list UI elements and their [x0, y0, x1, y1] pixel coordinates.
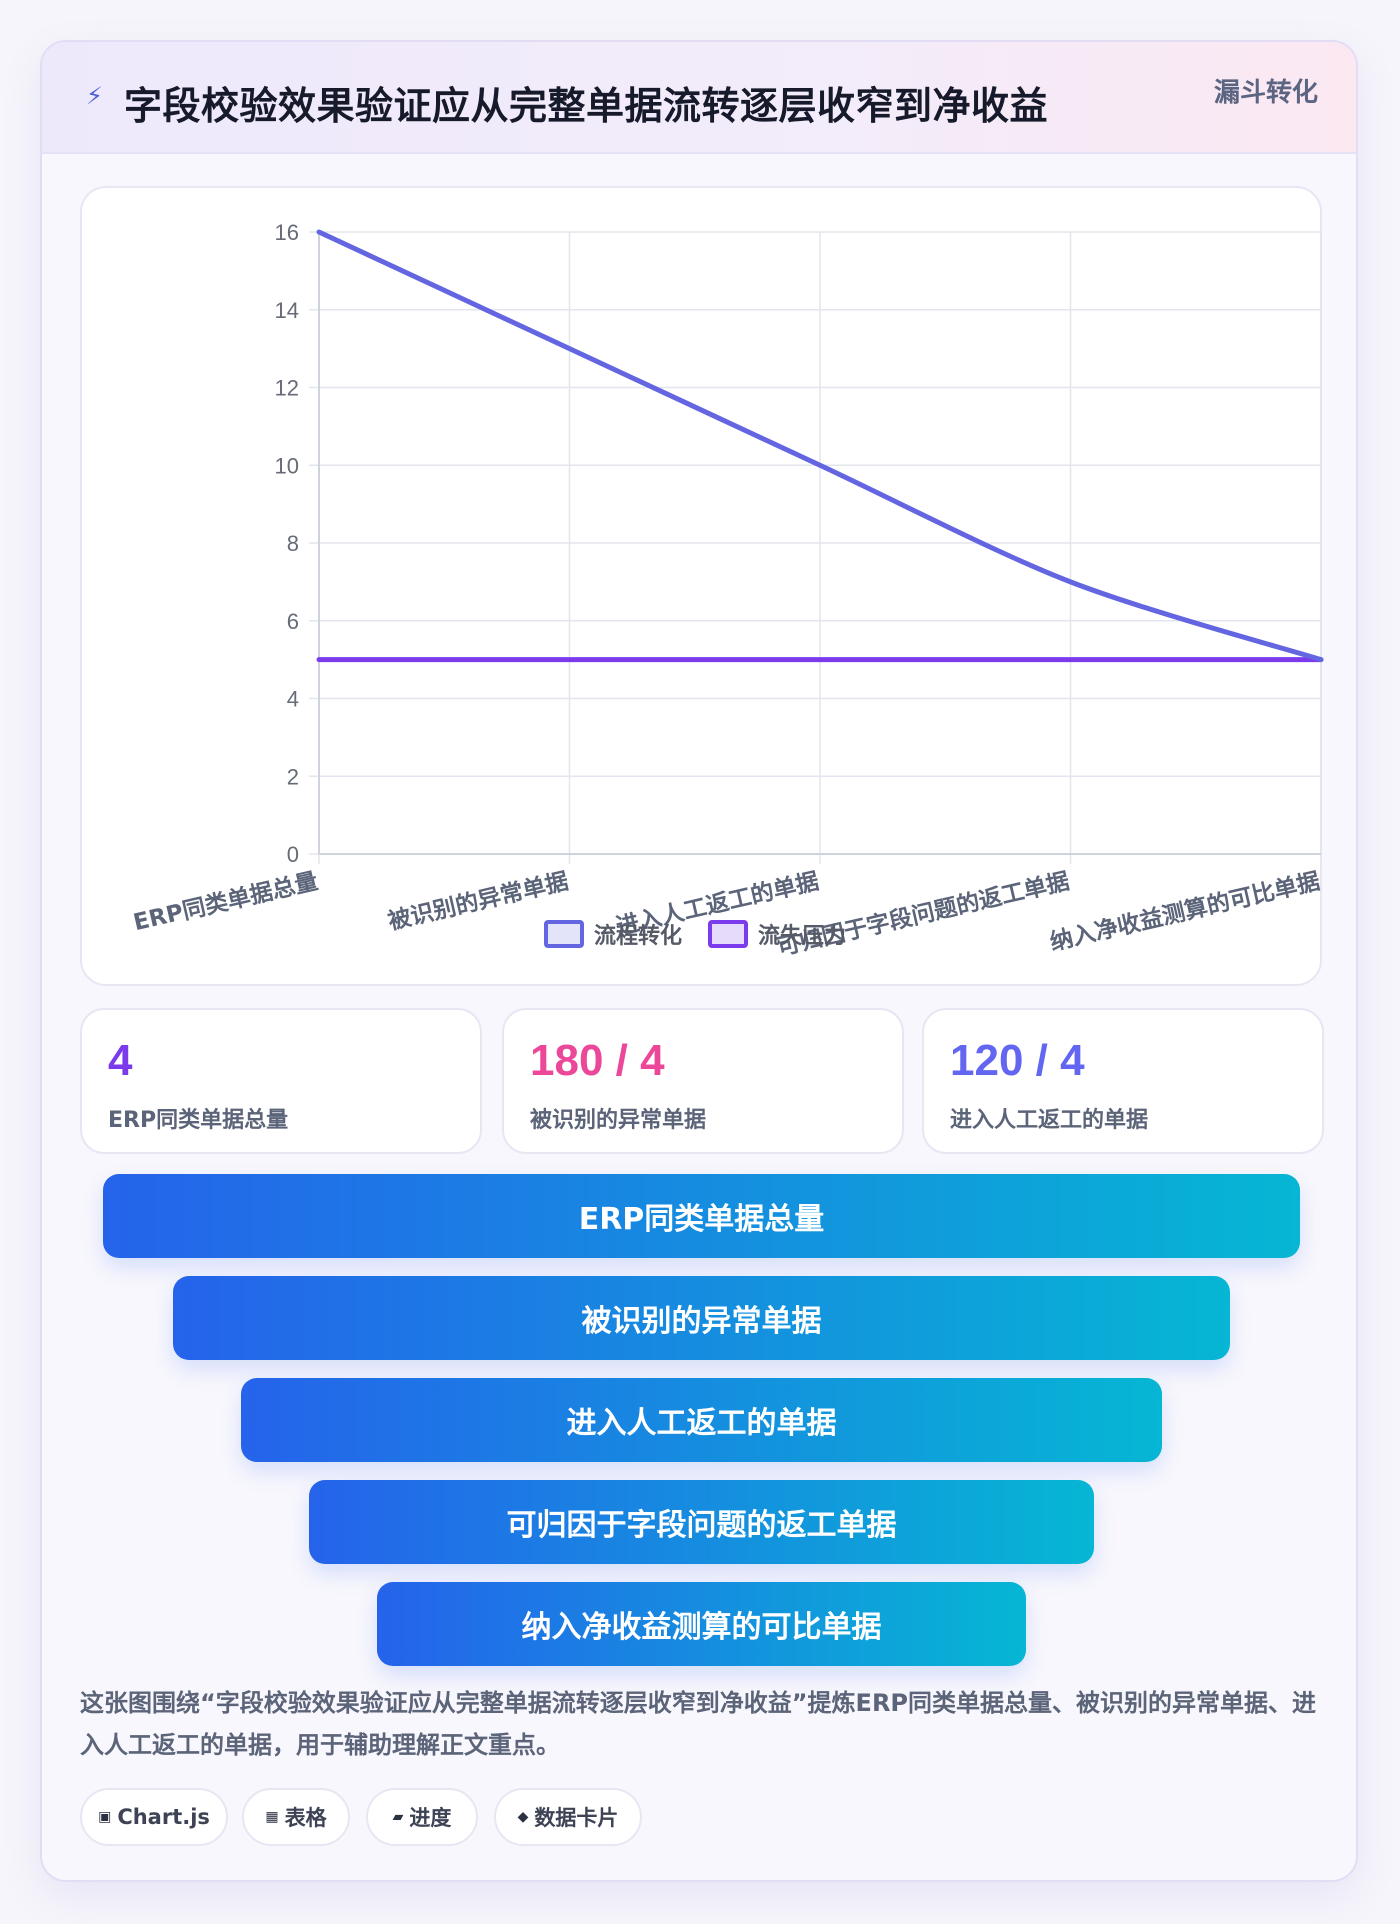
- y-tick-label: 12: [275, 376, 299, 401]
- report-card: ⚡ 字段校验效果验证应从完整单据流转逐层收窄到净收益 漏斗转化 0 2 4 6 8 10 1…: [40, 40, 1358, 1882]
- y-tick-label: 14: [275, 298, 299, 323]
- y-tick-label: 2: [287, 764, 299, 789]
- stat-label: 被识别的异常单据: [530, 1108, 707, 1133]
- y-tick-label: 0: [287, 842, 299, 867]
- page-title: 字段校验效果验证应从完整单据流转逐层收窄到净收益: [124, 84, 1049, 128]
- y-tick-label: 16: [275, 220, 299, 245]
- chip-label: 表格: [284, 1806, 327, 1830]
- chart-description: 这张图围绕“字段校验效果验证应从完整单据流转逐层收窄到净收益”提炼ERP同类单据…: [80, 1689, 1317, 1759]
- stat-label: 进入人工返工的单据: [950, 1108, 1149, 1133]
- chip-label: 数据卡片: [534, 1806, 619, 1830]
- chip-label: 进度: [409, 1806, 452, 1830]
- x-tick-label: 纳入净收益测算的可比单据: [1047, 868, 1322, 956]
- stat-label: ERP同类单据总量: [108, 1108, 289, 1133]
- chart-panel: 0 2 4 6 8 10 12 14 16 ERP同类单据总量 被识别的异常单据 进入人工返工的单据可…: [80, 186, 1324, 986]
- chip-progress: ▰ 进度: [366, 1788, 478, 1846]
- stat-value: 180 / 4: [530, 1036, 665, 1085]
- diamond-icon: ◆: [517, 1809, 529, 1825]
- chip-data-card: ◆ 数据卡片: [494, 1788, 642, 1846]
- stat-card-3: 120 / 4 进入人工返工的单据: [922, 1008, 1324, 1154]
- chip-table: ▦ 表格: [242, 1788, 350, 1846]
- stat-card-2: 180 / 4 被识别的异常单据: [502, 1008, 904, 1154]
- x-tick-label: ERP同类单据总量: [131, 868, 321, 937]
- stat-value: 4: [108, 1036, 133, 1085]
- legend-label: 流失压力: [758, 923, 846, 949]
- funnel-stage-4: 可归因于字段问题的返工单据: [309, 1480, 1094, 1564]
- x-tick-label: 被识别的异常单据: [385, 868, 570, 936]
- lightning-icon: ⚡: [86, 82, 103, 110]
- table-grid-icon: ▦: [265, 1809, 279, 1825]
- chip-label: Chart.js: [117, 1805, 210, 1829]
- legend-swatch: [708, 920, 748, 948]
- legend-swatch: [544, 920, 584, 948]
- funnel-stage-5: 纳入净收益测算的可比单据: [377, 1582, 1026, 1666]
- y-tick-label: 10: [275, 453, 299, 478]
- funnel-stage-2: 被识别的异常单据: [173, 1276, 1230, 1360]
- progress-bar-icon: ▰: [392, 1809, 404, 1825]
- chart-type-tag: 漏斗转化: [1213, 78, 1318, 108]
- stat-card-1: 4 ERP同类单据总量: [80, 1008, 482, 1154]
- y-tick-label: 4: [287, 687, 299, 712]
- stat-value: 120 / 4: [950, 1036, 1085, 1085]
- series-line-0: [316, 229, 1324, 663]
- legend-label: 流程转化: [594, 923, 682, 949]
- funnel-stage-3: 进入人工返工的单据: [241, 1378, 1162, 1462]
- chip-chartjs: ▣ Chart.js: [80, 1788, 228, 1846]
- y-tick-label: 8: [287, 531, 299, 556]
- y-tick-label: 6: [287, 609, 299, 634]
- chart-square-icon: ▣: [98, 1809, 112, 1825]
- card-header: ⚡ 字段校验效果验证应从完整单据流转逐层收窄到净收益 漏斗转化: [42, 42, 1356, 154]
- funnel-stage-1: ERP同类单据总量: [103, 1174, 1300, 1258]
